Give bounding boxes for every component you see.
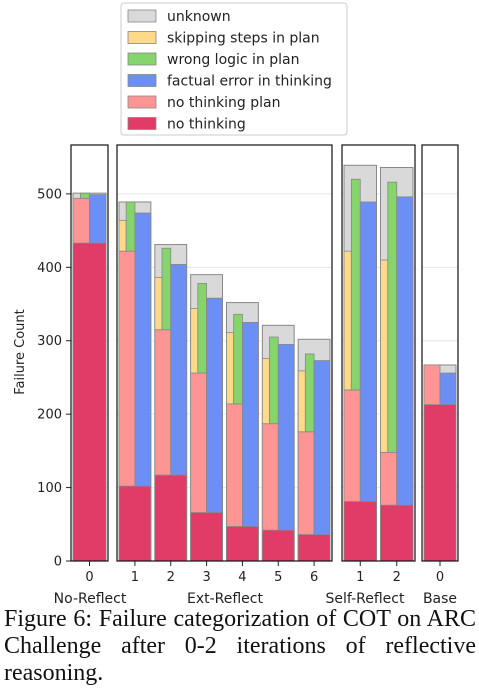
panel-no-reflect: 0 No-Reflect bbox=[54, 144, 127, 606]
bar-wrong-logic bbox=[80, 192, 90, 199]
panel-self-reflect: 1 2 Self-Reflect bbox=[326, 144, 416, 606]
x-tick-label: 0 bbox=[85, 570, 93, 585]
x-tick-label: 6 bbox=[310, 570, 318, 585]
bar-factual-error bbox=[277, 344, 295, 562]
bar-factual-error bbox=[242, 321, 259, 562]
panel-frame bbox=[421, 144, 459, 562]
x-tick-label: 3 bbox=[202, 570, 210, 585]
legend-item: wrong logic in plan bbox=[127, 52, 300, 68]
bar-group bbox=[297, 338, 331, 562]
bar-factual-error bbox=[313, 360, 331, 562]
bar-skipping-steps bbox=[380, 259, 389, 453]
bar-skipping-steps bbox=[154, 277, 163, 331]
legend-swatch bbox=[127, 31, 157, 44]
bar-group bbox=[154, 244, 188, 562]
bar-group bbox=[261, 324, 295, 562]
bar-wrong-logic bbox=[269, 336, 279, 425]
bar-group bbox=[190, 274, 224, 562]
y-axis-ticks: 0 100 200 300 400 500 bbox=[37, 187, 71, 570]
legend-item: no thinking plan bbox=[127, 95, 280, 111]
bar-skipping-steps bbox=[343, 250, 352, 391]
legend-label: factual error in thinking bbox=[167, 74, 332, 90]
bar-group bbox=[423, 364, 457, 562]
bar-wrong-logic bbox=[197, 283, 207, 374]
legend-label: wrong logic in plan bbox=[167, 52, 300, 68]
bar-wrong-logic bbox=[161, 247, 172, 331]
legend-frame bbox=[120, 2, 348, 136]
legend-label: skipping steps in plan bbox=[167, 31, 320, 47]
figure-caption: Figure 6: Failure categorization of COT … bbox=[4, 606, 476, 686]
y-tick-label: 200 bbox=[37, 408, 62, 423]
legend-swatch bbox=[127, 117, 157, 130]
panel-frame bbox=[116, 144, 333, 562]
bar-skipping-steps bbox=[118, 219, 127, 252]
y-tick-label: 0 bbox=[54, 555, 62, 570]
bar-no-thinking bbox=[423, 404, 457, 562]
panel-frame bbox=[341, 144, 416, 562]
y-tick-label: 100 bbox=[37, 481, 62, 496]
bar-no-thinking bbox=[154, 474, 188, 562]
legend-label: no thinking plan bbox=[167, 95, 280, 111]
bar-wrong-logic bbox=[125, 201, 136, 252]
legend-item: factual error in thinking bbox=[127, 74, 332, 90]
legend-item: skipping steps in plan bbox=[127, 31, 320, 47]
group-label: Ext-Reflect bbox=[187, 591, 264, 606]
bar-group bbox=[226, 302, 259, 562]
bar-wrong-logic bbox=[350, 178, 361, 391]
panel-frame bbox=[70, 144, 109, 562]
bar-skipping-steps bbox=[226, 332, 235, 405]
x-tick-label: 2 bbox=[393, 570, 401, 585]
bar-group bbox=[72, 192, 107, 562]
bar-no-thinking bbox=[226, 526, 259, 562]
legend-item: no thinking bbox=[127, 117, 246, 133]
x-tick-label: 1 bbox=[356, 570, 364, 585]
legend: unknown skipping steps in plan wrong logic… bbox=[120, 2, 348, 136]
chart-panels: 0 No-Reflect 1 2 3 4 5 6 Ext-Reflect 1 2 Self-Refle… bbox=[54, 144, 459, 606]
bar-wrong-logic bbox=[233, 313, 243, 405]
y-axis-label: Failure Count bbox=[13, 309, 28, 395]
legend-label: no thinking bbox=[167, 117, 246, 133]
x-tick-label: 2 bbox=[167, 570, 175, 585]
panel-base: 0 Base bbox=[421, 144, 459, 606]
x-tick-label: 0 bbox=[436, 570, 444, 585]
bar-no-thinking bbox=[190, 512, 223, 562]
x-tick-label: 4 bbox=[238, 570, 246, 585]
bar-wrong-logic bbox=[304, 353, 315, 433]
legend-swatch bbox=[127, 9, 157, 23]
bar-no-thinking bbox=[118, 485, 152, 562]
group-label: No-Reflect bbox=[54, 591, 127, 606]
bar-no-thinking bbox=[343, 501, 377, 562]
legend-swatch bbox=[127, 74, 157, 87]
legend-item: unknown bbox=[127, 9, 231, 25]
group-label: Base bbox=[423, 591, 457, 606]
legend-swatch bbox=[127, 52, 157, 66]
x-tick-label: 5 bbox=[274, 570, 282, 585]
failure-chart: unknown skipping steps in plan wrong logic… bbox=[13, 2, 459, 606]
legend-swatch bbox=[127, 95, 157, 109]
y-tick-label: 300 bbox=[37, 334, 62, 349]
y-tick-label: 400 bbox=[37, 261, 62, 276]
panel-ext-reflect: 1 2 3 4 5 6 Ext-Reflect bbox=[116, 144, 333, 606]
bar-wrong-logic bbox=[387, 181, 398, 453]
bar-skipping-steps bbox=[190, 308, 199, 374]
bar-no-thinking bbox=[380, 504, 414, 562]
legend-label: unknown bbox=[167, 9, 231, 25]
bar-group bbox=[343, 164, 377, 562]
bar-no-thinking bbox=[261, 529, 295, 562]
y-tick-label: 500 bbox=[37, 187, 62, 202]
x-tick-label: 1 bbox=[131, 570, 139, 585]
group-label: Self-Reflect bbox=[326, 591, 405, 606]
bar-group bbox=[380, 166, 414, 562]
bar-skipping-steps bbox=[261, 357, 270, 425]
bar-no-thinking bbox=[297, 534, 331, 562]
bar-group bbox=[118, 201, 152, 562]
bar-skipping-steps bbox=[297, 370, 306, 433]
bar-no-thinking bbox=[72, 242, 107, 562]
